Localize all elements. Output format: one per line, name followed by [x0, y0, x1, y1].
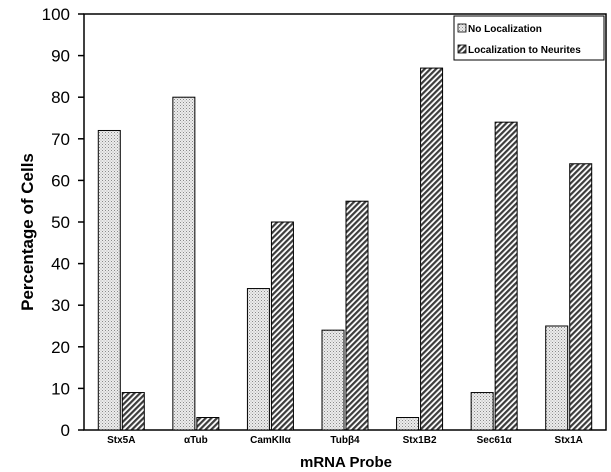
y-tick-label: 0 — [61, 421, 70, 440]
bar-localization-to-neurites — [570, 164, 592, 430]
y-tick-label: 80 — [51, 88, 70, 107]
bar-localization-to-neurites — [197, 418, 219, 430]
x-axis: Stx5A αTub CamKIIα Tubβ4 Stx1B2 Sec61α Stx1A — [107, 435, 583, 446]
bar-localization-to-neurites — [271, 222, 293, 430]
y-tick-label: 40 — [51, 255, 70, 274]
x-tick-label: Tubβ4 — [330, 435, 360, 446]
y-axis-title: Percentage of Cells — [18, 153, 37, 311]
legend: No Localization Localization to Neurites — [454, 16, 604, 60]
bar-localization-to-neurites — [122, 393, 144, 430]
legend-label: Localization to Neurites — [468, 45, 581, 56]
plot-border — [84, 14, 606, 430]
bar-localization-to-neurites — [346, 201, 368, 430]
bar-localization-to-neurites — [495, 122, 517, 430]
bar-no-localization — [98, 130, 120, 430]
y-tick-label: 30 — [51, 296, 70, 315]
y-tick-label: 100 — [42, 5, 70, 24]
plot-area — [84, 14, 606, 430]
bar-localization-to-neurites — [421, 68, 443, 430]
y-tick-label: 70 — [51, 130, 70, 149]
x-tick-label: Sec61α — [477, 435, 513, 446]
x-tick-label: CamKIIα — [250, 435, 291, 446]
x-tick-label: Stx5A — [107, 435, 135, 446]
y-tick-label: 90 — [51, 47, 70, 66]
bar-no-localization — [173, 97, 195, 430]
bar-no-localization — [247, 289, 269, 430]
y-axis: 0 10 20 30 40 50 60 70 80 90 100 — [42, 5, 84, 440]
x-axis-title: mRNA Probe — [300, 454, 392, 471]
bar-no-localization — [546, 326, 568, 430]
x-tick-label: Stx1B2 — [403, 435, 437, 446]
y-tick-label: 20 — [51, 338, 70, 357]
y-tick-label: 10 — [51, 379, 70, 398]
bar-no-localization — [471, 393, 493, 430]
bar-no-localization — [322, 330, 344, 430]
x-tick-label: Stx1A — [555, 435, 583, 446]
y-tick-label: 50 — [51, 213, 70, 232]
legend-swatch — [458, 45, 466, 53]
x-tick-label: αTub — [184, 435, 208, 446]
bars — [98, 68, 591, 430]
y-tick-label: 60 — [51, 171, 70, 190]
legend-swatch — [458, 24, 466, 32]
bar-no-localization — [397, 418, 419, 430]
legend-label: No Localization — [468, 24, 542, 35]
